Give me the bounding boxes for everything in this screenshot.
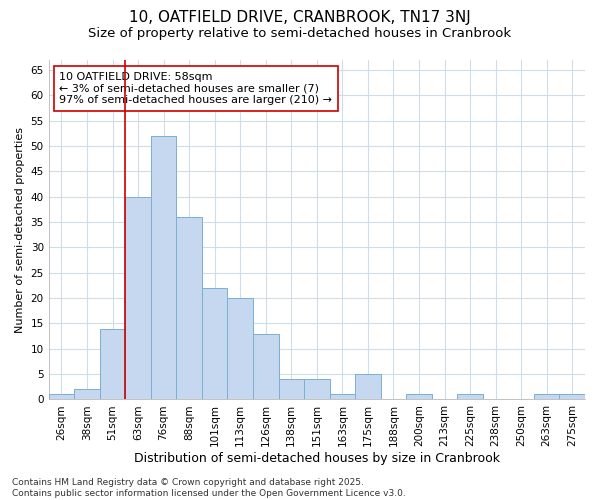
Bar	[278, 379, 304, 400]
Text: Contains HM Land Registry data © Crown copyright and database right 2025.
Contai: Contains HM Land Registry data © Crown c…	[12, 478, 406, 498]
X-axis label: Distribution of semi-detached houses by size in Cranbrook: Distribution of semi-detached houses by …	[134, 452, 500, 465]
Text: 10, OATFIELD DRIVE, CRANBROOK, TN17 3NJ: 10, OATFIELD DRIVE, CRANBROOK, TN17 3NJ	[129, 10, 471, 25]
Bar	[202, 288, 227, 400]
Bar	[406, 394, 432, 400]
Bar	[559, 394, 585, 400]
Bar	[227, 298, 253, 400]
Bar	[253, 334, 278, 400]
Bar	[304, 379, 329, 400]
Bar	[457, 394, 483, 400]
Bar	[125, 197, 151, 400]
Bar	[329, 394, 355, 400]
Bar	[355, 374, 380, 400]
Bar	[74, 390, 100, 400]
Bar	[49, 394, 74, 400]
Bar	[151, 136, 176, 400]
Bar	[534, 394, 559, 400]
Text: 10 OATFIELD DRIVE: 58sqm
← 3% of semi-detached houses are smaller (7)
97% of sem: 10 OATFIELD DRIVE: 58sqm ← 3% of semi-de…	[59, 72, 332, 105]
Y-axis label: Number of semi-detached properties: Number of semi-detached properties	[15, 126, 25, 332]
Bar	[176, 217, 202, 400]
Bar	[100, 328, 125, 400]
Text: Size of property relative to semi-detached houses in Cranbrook: Size of property relative to semi-detach…	[88, 28, 512, 40]
